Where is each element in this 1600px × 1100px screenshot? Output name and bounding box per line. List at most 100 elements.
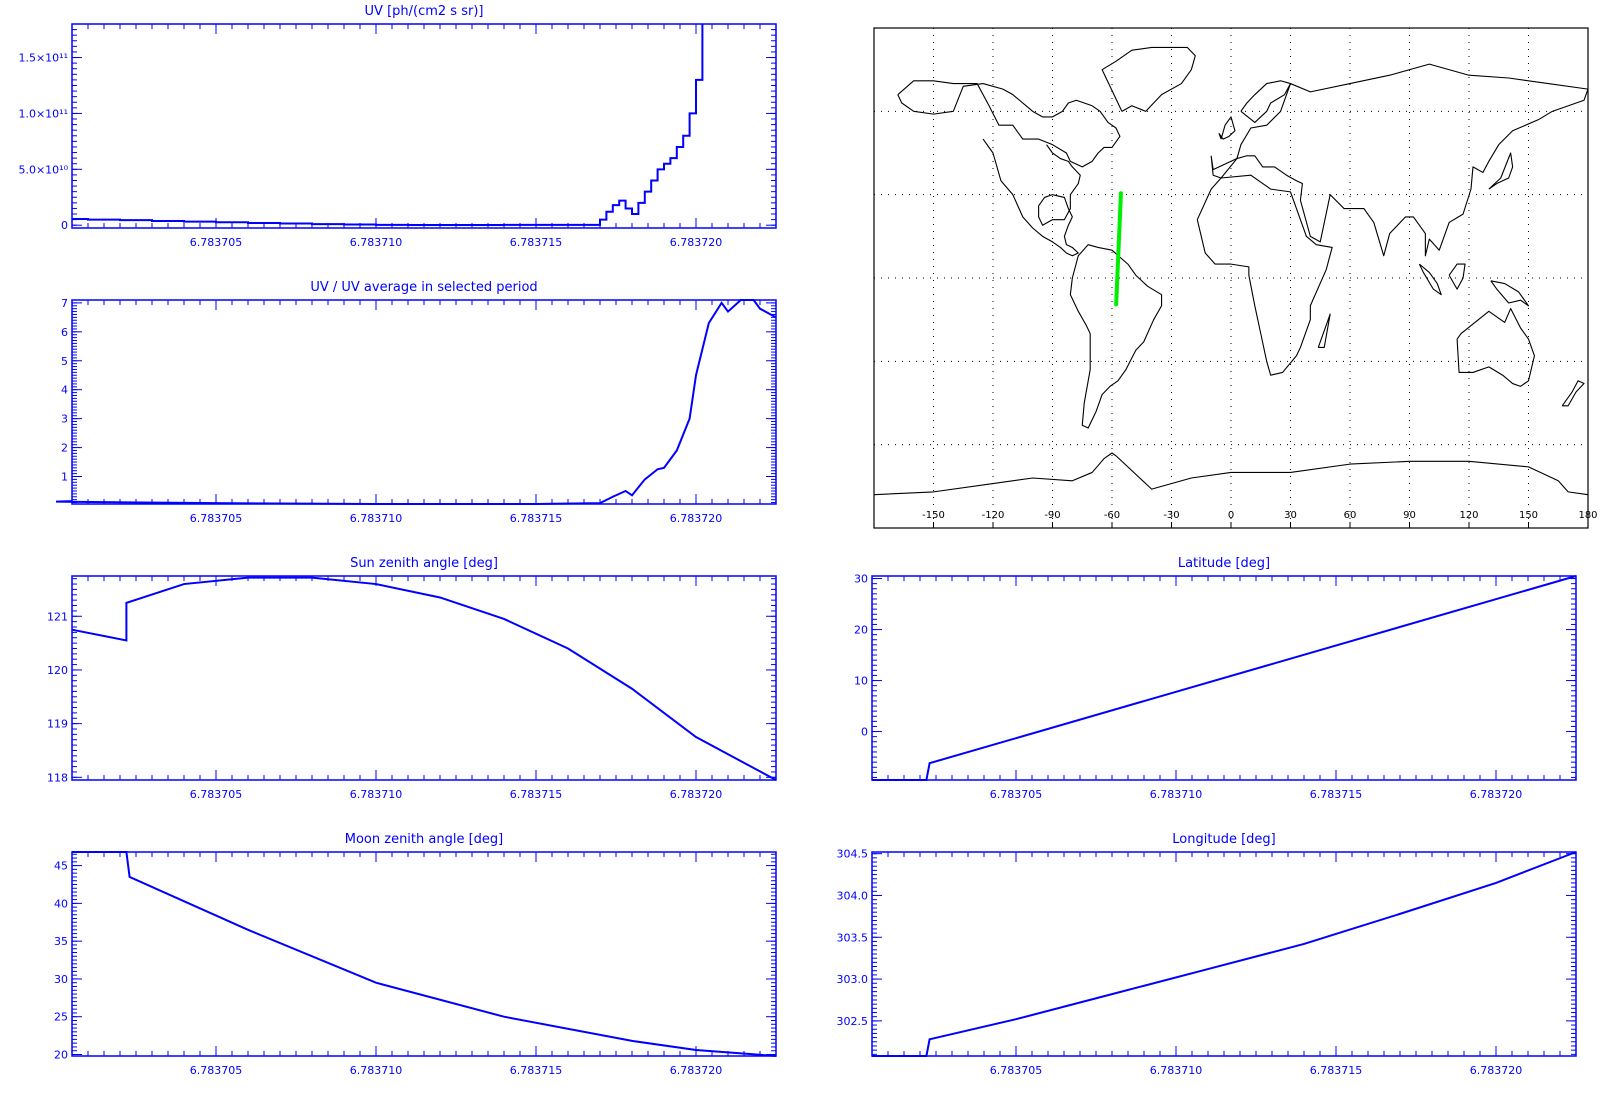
lat-xtick-label: 6.783715: [1310, 788, 1363, 801]
lon-xtick-label: 6.783705: [990, 1064, 1043, 1077]
mza-ytick-label: 30: [54, 973, 68, 986]
latitude-plot-frame: [871, 575, 1577, 781]
latitude-y-ticks: 0 10 20 30: [854, 573, 1576, 778]
uv-ratio-plot-frame: [71, 299, 777, 505]
uv-panel: UV [ph/(cm2 s sr)] 0 5.0×10¹⁰ 1.0×10¹¹ 1.5×…: [18, 4, 777, 249]
coastline-new-guinea: [1490, 280, 1530, 307]
coastline-britain: [1218, 116, 1236, 140]
uvratio-xtick-label: 6.783710: [350, 512, 403, 525]
uv-y-ticks: 0 5.0×10¹⁰ 1.0×10¹¹ 1.5×10¹¹: [18, 23, 776, 232]
sza-xtick-label: 6.783720: [670, 788, 723, 801]
moon-zenith-plot-frame: [71, 851, 777, 1057]
lon-xtick-label: 6.783715: [1310, 1064, 1363, 1077]
sun-zenith-x-ticks: 6.783705 6.783710 6.783715 6.783720: [71, 576, 777, 801]
uvratio-xtick-label: 6.783715: [510, 512, 563, 525]
moon-zenith-x-ticks: 6.783705 6.783710 6.783715 6.783720: [71, 852, 777, 1077]
uvratio-ytick-label: 5: [61, 355, 68, 368]
map-lon-tick-label: 0: [1228, 510, 1234, 521]
lat-xtick-label: 6.783720: [1470, 788, 1523, 801]
longitude-plot-frame: [871, 851, 1577, 1057]
uv-ytick-label: 5.0×10¹⁰: [18, 163, 68, 176]
lat-ytick-label: 20: [854, 624, 868, 637]
lon-ytick-label: 304.5: [837, 848, 869, 861]
lon-ytick-label: 303.0: [837, 973, 869, 986]
mza-xtick-label: 6.783705: [190, 1064, 243, 1077]
sza-ytick-label: 121: [47, 610, 68, 623]
longitude-title: Longitude [deg]: [1172, 832, 1275, 847]
lat-xtick-label: 6.783710: [1150, 788, 1203, 801]
uv-plot-frame: [71, 23, 777, 229]
map-lon-tick-label: -60: [1104, 510, 1120, 521]
moon-zenith-y-ticks: 20 25 30 35 40 45: [54, 853, 776, 1061]
map-lon-ticks: -150 -120 -90 -60 -30 0 30 60 90 120 150 180: [922, 510, 1598, 528]
sza-ytick-label: 118: [47, 771, 68, 784]
sza-ytick-label: 119: [47, 718, 68, 731]
uvratio-ytick-label: 4: [61, 384, 68, 397]
map-lon-tick-label: -120: [982, 510, 1005, 521]
lon-ytick-label: 304.0: [837, 889, 869, 902]
map-lon-tick-label: 150: [1519, 510, 1538, 521]
uvratio-xtick-label: 6.783720: [670, 512, 723, 525]
mza-ytick-label: 40: [54, 897, 68, 910]
map-grid: [874, 28, 1588, 528]
latitude-x-ticks: 6.783705 6.783710 6.783715 6.783720: [871, 576, 1577, 801]
sza-ytick-label: 120: [47, 664, 68, 677]
uv-xtick-label: 6.783720: [670, 236, 723, 249]
coastline-new-zealand: [1561, 380, 1585, 407]
lon-ytick-label: 302.5: [837, 1015, 869, 1028]
sun-zenith-panel: Sun zenith angle [deg] 118 119 120 121 6.78…: [47, 556, 777, 801]
lon-xtick-label: 6.783720: [1470, 1064, 1523, 1077]
coastline-madagascar: [1317, 313, 1331, 348]
uv-ratio-title: UV / UV average in selected period: [310, 280, 537, 295]
sun-zenith-series-line: [71, 576, 777, 781]
coastline-eurasia: [1210, 63, 1589, 257]
uv-ratio-y-ticks: 1 2 3 4 5 6 7: [61, 297, 776, 504]
lon-ytick-label: 303.5: [837, 931, 869, 944]
mza-xtick-label: 6.783720: [670, 1064, 723, 1077]
moon-zenith-series-line: [72, 851, 777, 1057]
uvratio-ytick-label: 7: [61, 297, 68, 310]
coastline-antarctica: [873, 452, 1589, 496]
coastline-north-america: [897, 80, 1121, 168]
coastline-africa: [1196, 174, 1333, 376]
moon-zenith-panel: Moon zenith angle [deg] 20 25 30 35 40 45 6.7…: [54, 832, 777, 1077]
uvratio-ytick-label: 2: [61, 442, 68, 455]
latitude-series-line: [872, 575, 1577, 781]
coastline-greenland: [1101, 46, 1196, 112]
sza-xtick-label: 6.783715: [510, 788, 563, 801]
map-lon-tick-label: 60: [1344, 510, 1357, 521]
moon-zenith-title: Moon zenith angle [deg]: [345, 832, 503, 847]
map-coastlines: [873, 46, 1589, 496]
uvratio-xtick-label: 6.783705: [190, 512, 243, 525]
satellite-track: [1114, 191, 1123, 307]
lat-ytick-label: 0: [861, 726, 868, 739]
coastline-australia: [1456, 308, 1535, 387]
sun-zenith-plot-frame: [71, 575, 777, 781]
coastline-scandinavia: [1240, 80, 1292, 123]
uv-ytick-label: 0: [61, 219, 68, 232]
coastline-central-america: [982, 138, 1081, 257]
sun-zenith-title: Sun zenith angle [deg]: [350, 556, 498, 571]
lat-xtick-label: 6.783705: [990, 788, 1043, 801]
longitude-series-line: [872, 851, 1577, 1057]
coastline-sumatra: [1418, 263, 1442, 296]
longitude-y-ticks: 302.5 303.0 303.5 304.0 304.5: [837, 848, 1576, 1055]
lat-ytick-label: 30: [854, 573, 868, 586]
latitude-title: Latitude [deg]: [1178, 556, 1270, 571]
sza-xtick-label: 6.783705: [190, 788, 243, 801]
uv-ytick-label: 1.5×10¹¹: [18, 52, 68, 65]
map-lon-tick-label: -150: [922, 510, 945, 521]
mza-xtick-label: 6.783710: [350, 1064, 403, 1077]
lon-xtick-label: 6.783710: [1150, 1064, 1203, 1077]
uv-series-line: [72, 24, 704, 226]
uv-x-ticks: 6.783705 6.783710 6.783715 6.783720: [71, 24, 777, 249]
map-lon-tick-label: 30: [1284, 510, 1297, 521]
longitude-panel: Longitude [deg] 302.5 303.0 303.5 304.0 304.…: [837, 832, 1577, 1077]
map-lon-tick-label: 90: [1403, 510, 1416, 521]
longitude-x-ticks: 6.783705 6.783710 6.783715 6.783720: [871, 852, 1577, 1077]
uv-ratio-series-line: [55, 299, 777, 505]
map-lon-tick-label: -30: [1163, 510, 1179, 521]
map-frame: [873, 27, 1589, 529]
